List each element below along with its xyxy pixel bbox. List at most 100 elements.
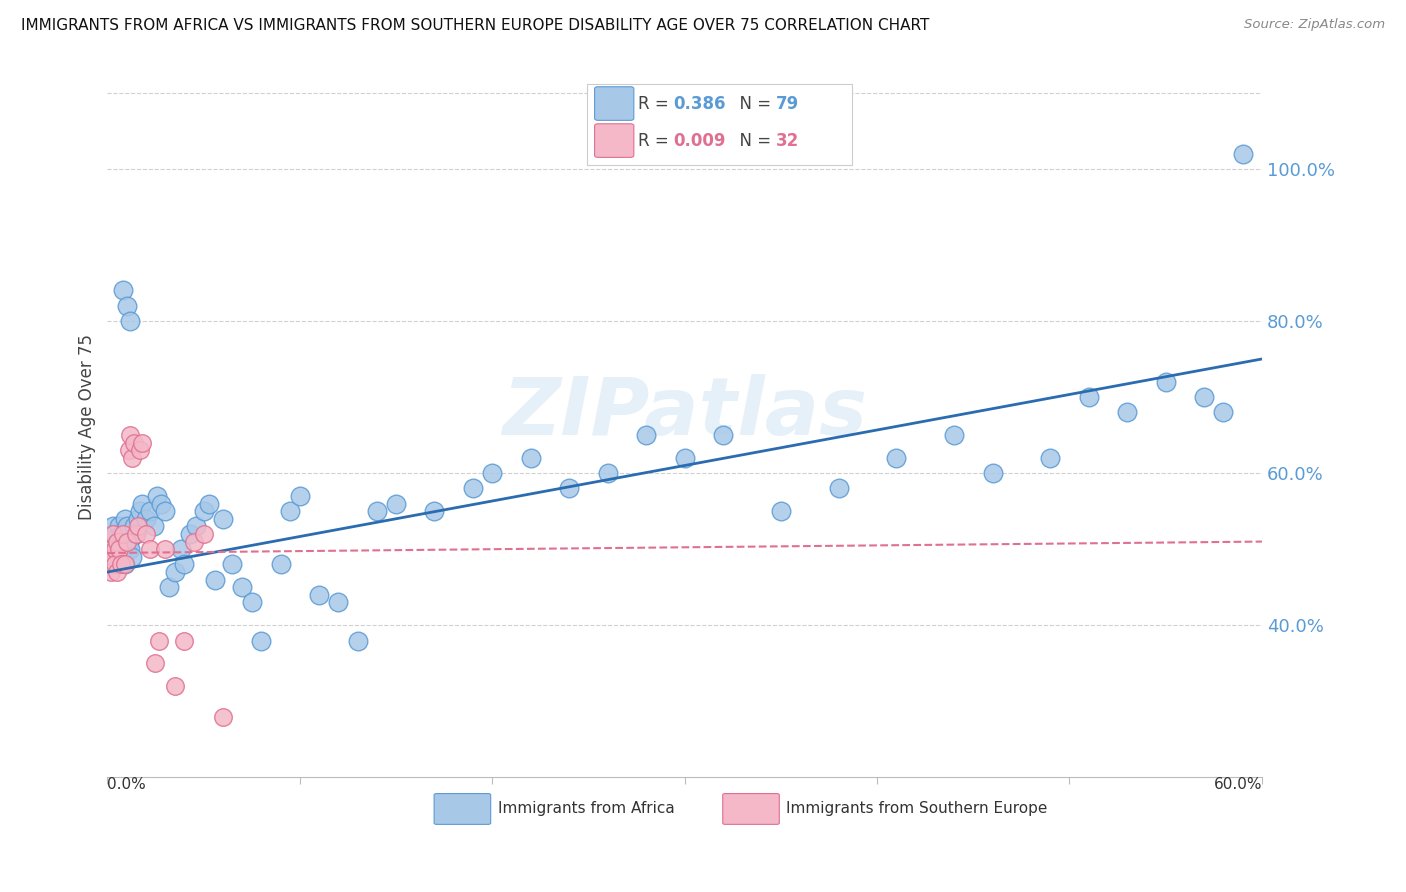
Point bbox=[193, 504, 215, 518]
Point bbox=[145, 657, 167, 671]
Point bbox=[308, 588, 330, 602]
Point bbox=[120, 542, 142, 557]
Point bbox=[127, 512, 149, 526]
Point bbox=[481, 466, 503, 480]
Point bbox=[558, 481, 581, 495]
Point bbox=[111, 284, 134, 298]
Point bbox=[519, 450, 541, 465]
Text: Source: ZipAtlas.com: Source: ZipAtlas.com bbox=[1244, 18, 1385, 31]
Point bbox=[117, 534, 139, 549]
Point bbox=[153, 504, 176, 518]
Point bbox=[150, 497, 173, 511]
Text: R =: R = bbox=[638, 132, 675, 150]
Point bbox=[148, 633, 170, 648]
Point bbox=[211, 512, 233, 526]
Text: 0.386: 0.386 bbox=[673, 95, 725, 112]
Point bbox=[125, 527, 148, 541]
Text: N =: N = bbox=[728, 132, 776, 150]
Text: Immigrants from Africa: Immigrants from Africa bbox=[498, 802, 675, 816]
Text: 79: 79 bbox=[776, 95, 799, 112]
Point bbox=[169, 542, 191, 557]
Point bbox=[104, 527, 127, 541]
Point bbox=[179, 527, 201, 541]
FancyBboxPatch shape bbox=[434, 794, 491, 824]
Point bbox=[100, 558, 122, 572]
Point bbox=[105, 558, 128, 572]
Point bbox=[114, 558, 136, 572]
Point bbox=[124, 435, 146, 450]
Point bbox=[108, 542, 131, 557]
Point bbox=[270, 558, 292, 572]
Point bbox=[115, 527, 138, 541]
Point bbox=[120, 428, 142, 442]
Point bbox=[278, 504, 301, 518]
Point bbox=[211, 709, 233, 723]
Point bbox=[1212, 405, 1234, 419]
Point bbox=[193, 527, 215, 541]
Point bbox=[943, 428, 966, 442]
Point bbox=[328, 595, 350, 609]
Point bbox=[98, 542, 121, 557]
Point bbox=[124, 519, 146, 533]
Point bbox=[346, 633, 368, 648]
Point bbox=[131, 497, 153, 511]
Text: 0.009: 0.009 bbox=[673, 132, 725, 150]
Point bbox=[163, 679, 186, 693]
Point bbox=[153, 542, 176, 557]
Point bbox=[204, 573, 226, 587]
Point bbox=[981, 466, 1004, 480]
Text: 0.0%: 0.0% bbox=[107, 778, 146, 792]
Text: 32: 32 bbox=[776, 132, 799, 150]
Point bbox=[115, 299, 138, 313]
Point bbox=[769, 504, 792, 518]
FancyBboxPatch shape bbox=[586, 85, 852, 165]
Point bbox=[100, 565, 122, 579]
Point bbox=[385, 497, 408, 511]
Point bbox=[108, 519, 131, 533]
Point bbox=[184, 519, 207, 533]
Point bbox=[121, 549, 143, 564]
Point bbox=[101, 519, 124, 533]
Point bbox=[884, 450, 907, 465]
Point bbox=[131, 435, 153, 450]
Point bbox=[1232, 146, 1254, 161]
Point bbox=[101, 549, 124, 564]
Point bbox=[138, 504, 160, 518]
Point bbox=[163, 565, 186, 579]
Point bbox=[250, 633, 273, 648]
Point bbox=[101, 527, 124, 541]
Point bbox=[1116, 405, 1139, 419]
Point bbox=[100, 534, 122, 549]
Text: 60.0%: 60.0% bbox=[1213, 778, 1263, 792]
Text: R =: R = bbox=[638, 95, 675, 112]
Point bbox=[114, 558, 136, 572]
Point bbox=[104, 558, 127, 572]
Point bbox=[100, 542, 122, 557]
Point bbox=[135, 512, 157, 526]
Point bbox=[173, 558, 195, 572]
Point bbox=[98, 558, 121, 572]
Point bbox=[636, 428, 658, 442]
Point bbox=[711, 428, 734, 442]
Point bbox=[104, 542, 127, 557]
Text: N =: N = bbox=[728, 95, 776, 112]
FancyBboxPatch shape bbox=[595, 124, 634, 157]
Point bbox=[129, 443, 152, 458]
Point bbox=[129, 504, 152, 518]
Text: Immigrants from Southern Europe: Immigrants from Southern Europe bbox=[786, 802, 1047, 816]
Point bbox=[105, 565, 128, 579]
Point bbox=[461, 481, 484, 495]
Point bbox=[146, 489, 169, 503]
Point bbox=[108, 542, 131, 557]
Point bbox=[423, 504, 446, 518]
Point bbox=[105, 534, 128, 549]
Point bbox=[105, 534, 128, 549]
Point bbox=[110, 527, 132, 541]
Point bbox=[221, 558, 243, 572]
Point bbox=[125, 527, 148, 541]
Point bbox=[288, 489, 311, 503]
Point bbox=[1039, 450, 1062, 465]
Point bbox=[121, 450, 143, 465]
Point bbox=[198, 497, 221, 511]
Point bbox=[1154, 375, 1177, 389]
